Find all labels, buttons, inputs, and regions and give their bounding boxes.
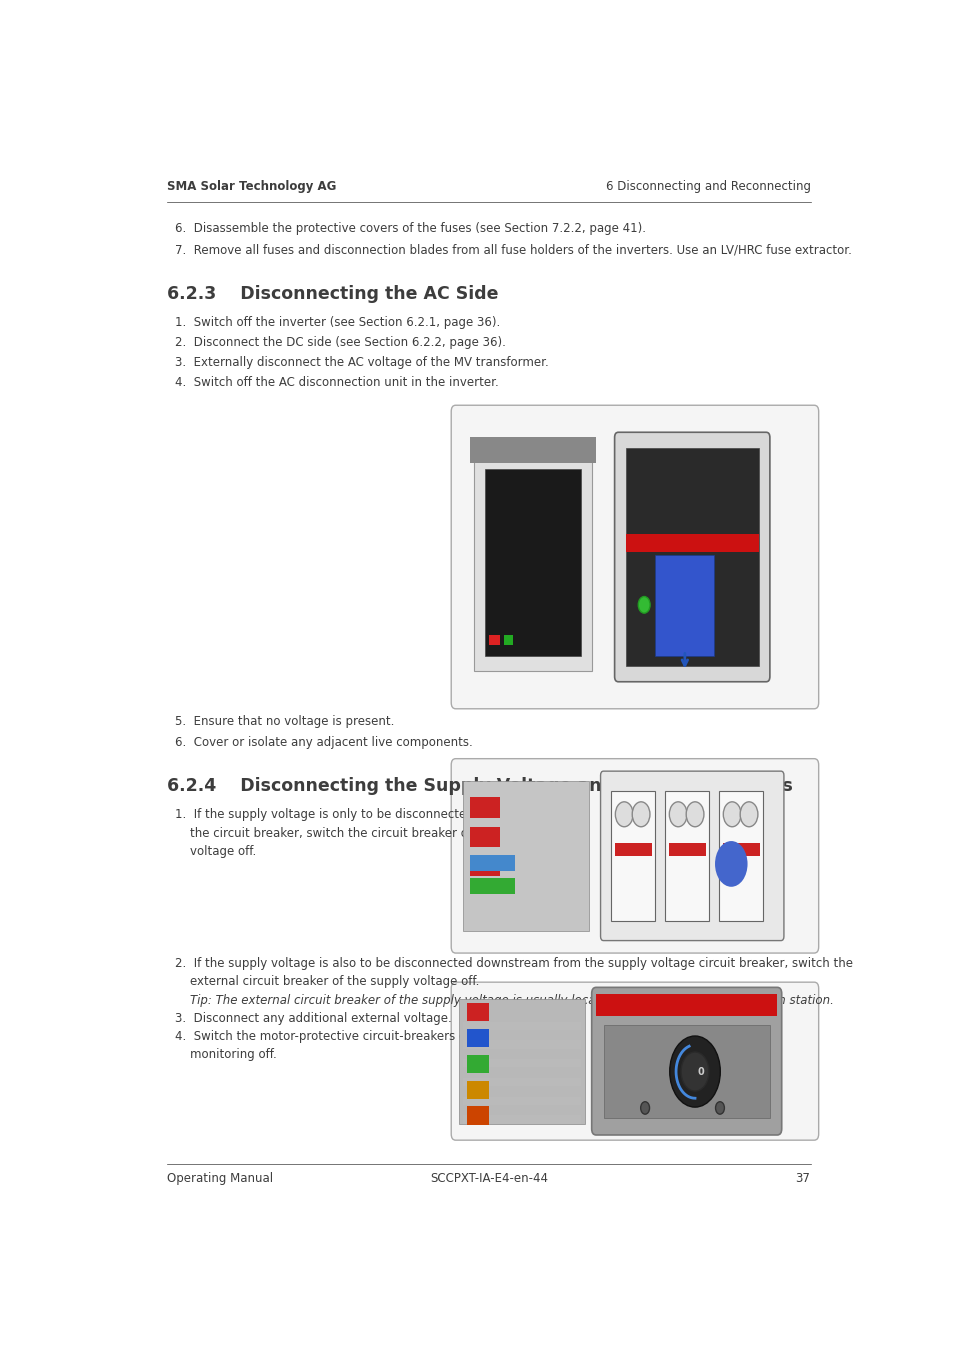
Circle shape — [685, 802, 703, 826]
Text: SCCPXT-IA-E4-en-44: SCCPXT-IA-E4-en-44 — [430, 1172, 547, 1185]
Text: the circuit breaker, switch the circuit breaker of the supply: the circuit breaker, switch the circuit … — [174, 826, 537, 840]
Text: SMA Solar Technology AG: SMA Solar Technology AG — [167, 180, 336, 193]
Text: 3.  Externally disconnect the AC voltage of the MV transformer.: 3. Externally disconnect the AC voltage … — [174, 356, 548, 369]
FancyBboxPatch shape — [591, 987, 781, 1135]
Text: monitoring off.: monitoring off. — [174, 1048, 276, 1061]
Bar — [721, 844, 759, 856]
Circle shape — [632, 802, 649, 826]
Text: 1.  Switch off the inverter (see Section 6.2.1, page 36).: 1. Switch off the inverter (see Section … — [174, 316, 499, 328]
Text: 7.  Remove all fuses and disconnection blades from all fuse holders of the inver: 7. Remove all fuses and disconnection bl… — [174, 243, 851, 256]
Circle shape — [669, 1035, 720, 1107]
FancyBboxPatch shape — [600, 771, 783, 941]
Text: 5.  Ensure that no voltage is present.: 5. Ensure that no voltage is present. — [174, 716, 394, 728]
Bar — [614, 844, 651, 856]
Circle shape — [640, 1102, 649, 1114]
Text: 3.  Disconnect any additional external voltage.: 3. Disconnect any additional external vo… — [174, 1011, 451, 1025]
Bar — [610, 791, 655, 921]
Text: 6.  Cover or isolate any adjacent live components.: 6. Cover or isolate any adjacent live co… — [174, 736, 472, 749]
Text: 2.  Disconnect the DC side (see Section 6.2.2, page 36).: 2. Disconnect the DC side (see Section 6… — [174, 336, 505, 348]
Text: 6.2.3    Disconnecting the AC Side: 6.2.3 Disconnecting the AC Side — [167, 285, 498, 302]
Text: 4.  Switch off the AC disconnection unit in the inverter.: 4. Switch off the AC disconnection unit … — [174, 377, 497, 389]
FancyBboxPatch shape — [614, 432, 769, 682]
Text: 0: 0 — [698, 1066, 704, 1076]
Bar — [466, 1080, 488, 1099]
Bar — [462, 1022, 580, 1030]
Bar — [719, 791, 762, 921]
Text: 6.  Disassemble the protective covers of the fuses (see Section 7.2.2, page 41).: 6. Disassemble the protective covers of … — [174, 223, 645, 235]
Bar — [470, 878, 515, 894]
Bar — [488, 634, 499, 645]
Bar — [466, 1003, 488, 1021]
Circle shape — [740, 802, 757, 826]
Text: 6 Disconnecting and Reconnecting: 6 Disconnecting and Reconnecting — [605, 180, 810, 193]
Bar — [470, 856, 515, 871]
Text: 2.  If the supply voltage is also to be disconnected downstream from the supply : 2. If the supply voltage is also to be d… — [174, 957, 852, 971]
FancyBboxPatch shape — [451, 983, 818, 1141]
Bar — [603, 1025, 769, 1118]
Bar — [664, 791, 708, 921]
Bar — [625, 533, 758, 552]
Bar — [459, 999, 584, 1123]
Bar — [462, 1041, 580, 1049]
Circle shape — [715, 1102, 723, 1114]
Bar — [474, 443, 592, 671]
Bar — [466, 1054, 488, 1073]
Bar — [470, 437, 596, 463]
Circle shape — [680, 1052, 708, 1091]
Text: 1.  If the supply voltage is only to be disconnected upstream from: 1. If the supply voltage is only to be d… — [174, 809, 564, 821]
Text: external circuit breaker of the supply voltage off.: external circuit breaker of the supply v… — [174, 976, 478, 988]
Text: 37: 37 — [795, 1172, 810, 1185]
Bar — [485, 468, 580, 656]
Circle shape — [638, 597, 649, 613]
Text: Tip: The external circuit breaker of the supply voltage is usually located in a : Tip: The external circuit breaker of the… — [174, 994, 833, 1007]
Bar — [462, 1096, 580, 1104]
Bar — [462, 780, 588, 932]
Bar — [470, 826, 499, 848]
Bar — [655, 555, 714, 656]
Bar — [470, 856, 499, 876]
Bar — [462, 1115, 580, 1123]
Text: Operating Manual: Operating Manual — [167, 1172, 274, 1185]
Bar — [625, 448, 758, 666]
Bar — [503, 634, 512, 645]
Bar — [462, 1077, 580, 1087]
Bar — [596, 994, 777, 1017]
Text: 6.2.4    Disconnecting the Supply Voltage and External Voltages: 6.2.4 Disconnecting the Supply Voltage a… — [167, 778, 792, 795]
Bar — [466, 1029, 488, 1048]
Text: 4.  Switch the motor-protective circuit-breakers of the grid: 4. Switch the motor-protective circuit-b… — [174, 1030, 519, 1044]
Bar — [466, 1107, 488, 1125]
Bar — [470, 798, 499, 818]
Circle shape — [722, 802, 740, 826]
Circle shape — [669, 802, 686, 826]
Circle shape — [714, 841, 747, 887]
Bar — [668, 844, 705, 856]
Bar — [462, 1060, 580, 1068]
Circle shape — [615, 802, 633, 826]
FancyBboxPatch shape — [451, 759, 818, 953]
FancyBboxPatch shape — [451, 405, 818, 709]
Text: voltage off.: voltage off. — [174, 845, 255, 857]
